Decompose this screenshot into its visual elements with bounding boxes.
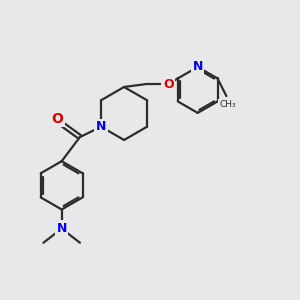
- Text: O: O: [163, 77, 174, 91]
- Text: O: O: [51, 112, 63, 126]
- Text: N: N: [56, 222, 67, 235]
- Text: N: N: [193, 61, 203, 74]
- Text: CH₃: CH₃: [220, 100, 236, 109]
- Text: N: N: [96, 120, 106, 133]
